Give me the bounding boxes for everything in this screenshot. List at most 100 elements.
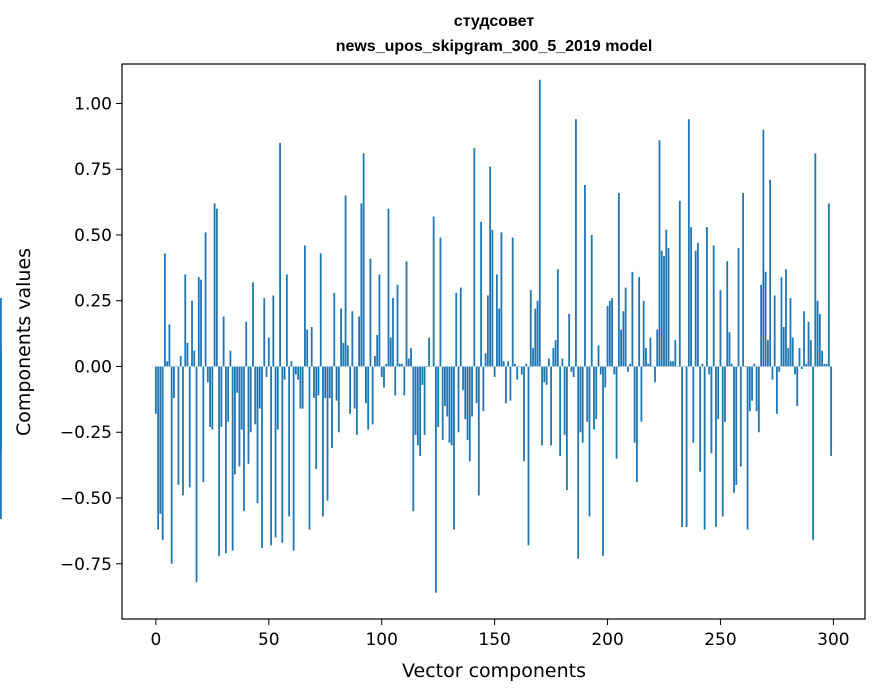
bar-205 [617,192,620,367]
x-axis-label: Vector components [402,660,586,682]
bar-16 [191,300,193,367]
bar-264 [751,366,753,401]
y-axis-label: Components values [13,248,35,436]
bar-251 [721,366,724,517]
bar-104 [389,337,392,367]
x-axis-ticks: 0 50 100 150 200 250 300 [150,619,850,650]
bar-215 [640,366,643,422]
bar-183 [568,313,571,367]
bar-56 [281,366,284,543]
bar-233 [681,366,683,527]
bar-46 [258,366,261,409]
bar-239 [694,250,697,367]
y-tick-label: 1.00 [74,94,112,114]
bar-80 [335,366,338,401]
bar-106 [394,366,397,396]
bar-103 [387,208,390,367]
bar-193 [590,234,593,367]
y-tick-label: −0.75 [60,555,112,575]
bar-185 [572,366,575,378]
bar-187 [577,366,580,559]
bar-3 [161,366,164,541]
bar-35 [234,366,236,475]
bar-296 [823,363,826,367]
bar-51 [270,366,272,546]
bar-211 [631,271,634,367]
bar-29 [220,366,223,427]
bar-248 [715,366,717,527]
bar-179 [559,366,562,456]
bar-201 [608,300,611,367]
bar-272 [769,179,772,367]
bar-37 [238,366,241,467]
bar-6 [168,324,171,367]
bar-263 [748,366,751,412]
bar-54 [276,366,279,430]
bar-150 [493,366,496,378]
bar-155 [505,366,507,404]
bar-129 [446,366,449,417]
bar-63 [297,366,300,380]
bar-69 [310,327,313,367]
bar-7 [170,366,173,564]
bar-74 [322,366,324,517]
bar-94 [367,366,370,430]
bar-198 [602,366,604,556]
bar-33 [229,350,232,367]
x-tick-label: 100 [365,630,397,650]
bar-20 [200,279,202,367]
bar-226 [665,229,668,367]
bar-199 [604,366,607,388]
bar-50 [267,337,270,367]
bar-261 [744,366,747,367]
bar-165 [527,366,530,546]
bar-49 [265,366,268,378]
bar-65 [301,366,304,409]
bar-88 [353,366,356,409]
bar-108 [398,363,401,367]
bar-262 [746,366,749,530]
bar-124 [435,366,437,593]
bar-70 [313,366,315,399]
bar-288 [805,363,808,367]
bar-266 [755,366,758,412]
bar-220 [651,366,654,367]
bar-77 [328,366,331,399]
bar-171 [541,366,543,446]
bar-undefined [0,298,2,367]
bar-280 [787,348,790,367]
bar-271 [766,340,769,367]
bar-164 [525,363,528,367]
bar-216 [642,300,645,367]
bar-273 [771,366,774,380]
bar-22 [204,232,207,367]
bar-222 [656,329,659,367]
bar-68 [308,366,311,530]
plot-frame [121,63,866,620]
bar-238 [692,366,695,443]
bar-62 [294,366,297,375]
bar-8 [173,366,175,399]
bar-244 [706,227,708,367]
bar-91 [360,203,363,367]
bar-79 [333,292,336,367]
bar-5 [166,361,169,367]
bar-260 [742,192,744,367]
bar-299 [830,366,833,456]
bar-86 [349,366,351,414]
bar-113 [410,348,412,367]
bar-204 [615,366,618,459]
bar-242 [701,363,704,367]
bar-136 [462,366,464,391]
bar-76 [326,366,329,501]
bar-66 [304,245,306,367]
bar-127 [441,366,444,441]
bar-223 [658,140,661,367]
bar-96 [371,366,374,425]
bar-34 [231,366,234,551]
bar-67 [306,329,309,367]
bar-55 [279,142,281,367]
bars-group [0,79,833,593]
bar-101 [383,366,385,388]
bar-257 [735,366,738,485]
